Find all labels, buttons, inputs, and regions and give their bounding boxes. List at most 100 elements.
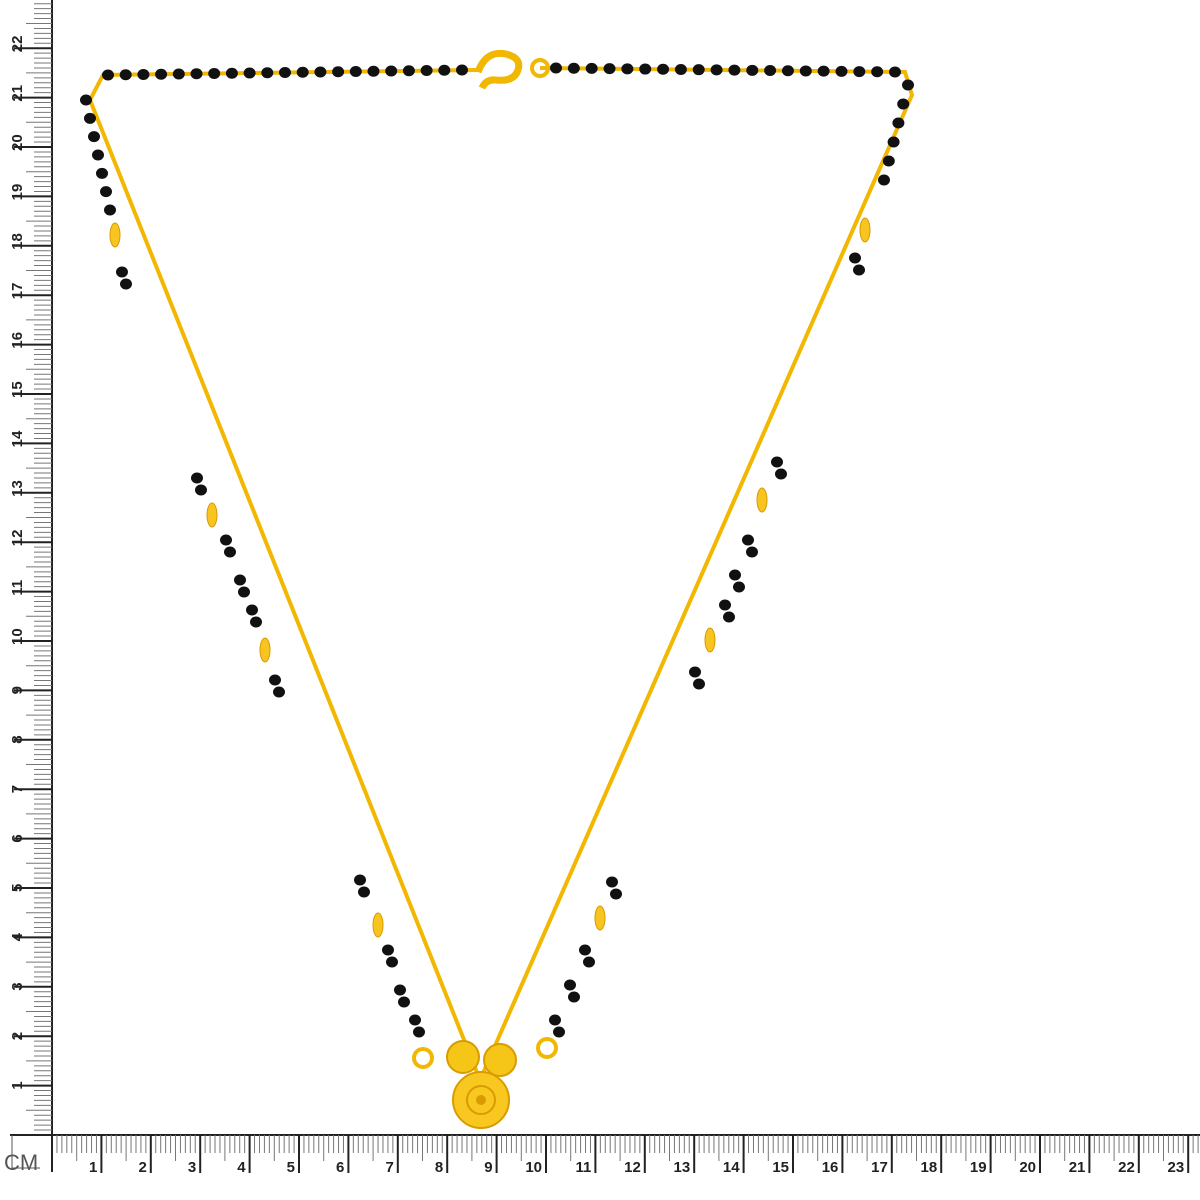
black-bead xyxy=(394,984,406,996)
black-bead xyxy=(585,62,598,74)
ruler-unit-bracket xyxy=(11,1135,40,1169)
ruler-horizontal-label: 9 xyxy=(484,1159,492,1176)
black-bead xyxy=(367,65,380,77)
black-bead xyxy=(568,991,580,1003)
ruler-unit-label: CM xyxy=(4,1150,39,1175)
ruler-horizontal-label: 8 xyxy=(435,1159,443,1176)
ruler-vertical-label: 21 xyxy=(9,85,26,102)
black-bead xyxy=(88,131,100,143)
black-bead xyxy=(781,65,794,77)
black-bead xyxy=(567,62,580,74)
black-bead xyxy=(104,204,116,216)
ruler-horizontal-label: 14 xyxy=(723,1159,740,1176)
black-bead xyxy=(583,956,595,968)
black-bead xyxy=(224,546,236,558)
ruler-horizontal-label: 18 xyxy=(921,1159,938,1176)
ruler-horizontal-label: 16 xyxy=(822,1159,839,1176)
black-bead xyxy=(243,67,256,79)
black-bead xyxy=(402,65,415,77)
ruler-vertical-label: 11 xyxy=(9,580,26,596)
black-bead xyxy=(887,136,900,148)
black-bead xyxy=(553,1026,565,1038)
ruler-horizontal-label: 21 xyxy=(1069,1159,1086,1176)
ruler-horizontal-label: 1 xyxy=(89,1159,97,1176)
black-bead xyxy=(889,66,901,78)
black-bead xyxy=(273,686,285,698)
gold-bead xyxy=(372,912,384,938)
gold-bead xyxy=(259,637,271,663)
black-bead xyxy=(358,886,370,898)
black-bead xyxy=(719,599,731,611)
black-bead xyxy=(621,63,634,75)
black-bead xyxy=(92,149,104,161)
ruler-horizontal-label: 20 xyxy=(1019,1159,1036,1176)
clasp-ring xyxy=(530,58,550,78)
ruler-vertical-label: 5 xyxy=(9,884,26,892)
black-bead xyxy=(742,534,754,546)
black-bead xyxy=(674,63,687,75)
black-bead xyxy=(385,65,398,77)
ruler-vertical-label: 4 xyxy=(9,932,26,941)
black-bead xyxy=(195,484,207,496)
black-bead xyxy=(853,66,866,78)
black-bead xyxy=(728,64,741,76)
black-bead xyxy=(208,68,221,79)
black-bead xyxy=(746,546,758,558)
black-bead xyxy=(897,98,910,110)
ruler-vertical-label: 19 xyxy=(9,184,26,201)
ruler-vertical-label: 14 xyxy=(9,430,26,447)
pendant-loop xyxy=(412,1047,434,1069)
black-bead xyxy=(269,674,281,686)
black-bead xyxy=(238,586,250,598)
black-bead xyxy=(172,68,185,80)
black-bead xyxy=(817,65,830,77)
ruler-horizontal-label: 11 xyxy=(576,1159,592,1176)
black-bead xyxy=(225,67,238,79)
ruler-horizontal-label: 10 xyxy=(525,1159,542,1176)
ruler-vertical-label: 13 xyxy=(9,480,26,497)
gold-bead xyxy=(859,217,871,243)
ruler-horizontal-label: 17 xyxy=(871,1159,888,1176)
gold-bead xyxy=(206,502,218,528)
black-bead xyxy=(733,581,745,593)
black-bead xyxy=(191,472,203,484)
black-bead xyxy=(693,678,705,690)
black-bead xyxy=(710,64,723,76)
ruler-horizontal-label: 12 xyxy=(624,1159,641,1176)
black-bead xyxy=(853,264,865,276)
black-bead xyxy=(96,167,108,179)
black-bead xyxy=(764,65,777,77)
ruler-horizontal-label: 23 xyxy=(1168,1159,1185,1176)
ruler-vertical-label: 9 xyxy=(9,686,26,694)
black-bead xyxy=(729,569,741,581)
ruler-horizontal-label: 22 xyxy=(1118,1159,1135,1176)
black-bead xyxy=(409,1014,421,1026)
black-bead xyxy=(564,979,576,991)
pendant-disc-pattern xyxy=(466,1085,496,1115)
black-bead xyxy=(398,996,410,1008)
ruler-vertical-label: 6 xyxy=(9,834,26,842)
ruler-vertical-label: 7 xyxy=(9,785,26,793)
black-bead xyxy=(234,574,246,586)
black-bead xyxy=(332,66,345,78)
black-bead xyxy=(902,79,914,91)
ruler-vertical-label: 15 xyxy=(9,381,26,398)
pendant-loop xyxy=(536,1037,558,1059)
black-bead xyxy=(438,64,451,76)
black-bead xyxy=(119,69,132,81)
ruler-vertical-label: 10 xyxy=(9,628,26,645)
ruler-vertical-label: 20 xyxy=(9,134,26,151)
black-bead xyxy=(382,944,394,956)
black-bead xyxy=(849,252,861,264)
black-bead xyxy=(120,278,132,290)
ruler-horizontal-label: 4 xyxy=(237,1159,246,1176)
black-bead xyxy=(835,65,848,77)
gold-bead xyxy=(109,222,121,248)
ruler-horizontal-label: 3 xyxy=(188,1159,196,1176)
ruler-vertical-label: 16 xyxy=(9,332,26,349)
ruler-vertical-label: 12 xyxy=(9,530,26,547)
gold-bead xyxy=(704,627,716,653)
black-bead xyxy=(102,69,114,81)
